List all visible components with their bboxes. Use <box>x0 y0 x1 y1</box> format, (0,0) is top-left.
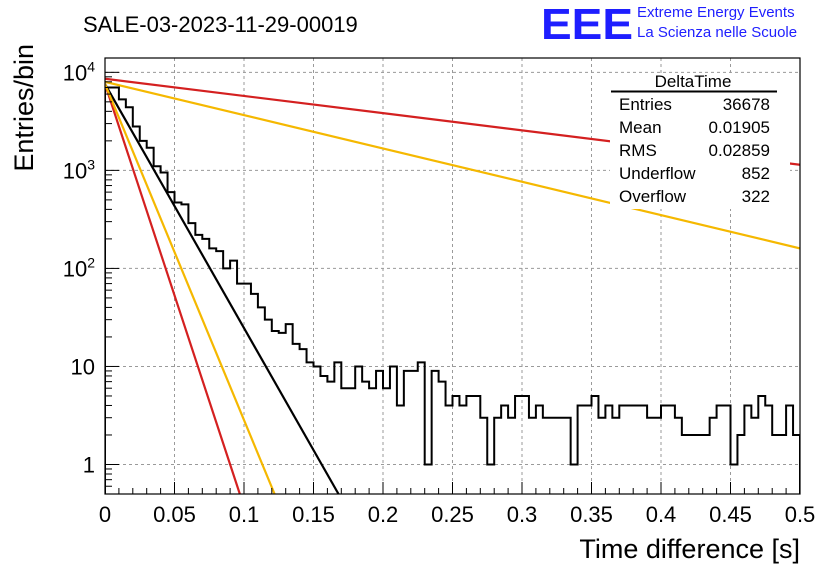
x-tick-label: 0.25 <box>431 502 474 527</box>
x-axis-title: Time difference [s] <box>579 534 800 564</box>
y-tick-label: 1 <box>83 452 95 477</box>
stats-label: Underflow <box>619 164 696 183</box>
x-tick-label: 0.4 <box>646 502 677 527</box>
stats-value: 0.01905 <box>709 118 770 137</box>
fit-line <box>105 83 276 494</box>
stats-box: DeltaTime Entries 36678 Mean 0.01905 RMS 0.02… <box>610 72 790 209</box>
stats-box-background <box>610 73 790 209</box>
x-tick-label: 0.05 <box>153 502 196 527</box>
stats-label: Entries <box>619 95 672 114</box>
x-tick-label: 0.3 <box>507 502 538 527</box>
eee-logo-line1: Extreme Energy Events <box>637 4 795 21</box>
stats-value: 852 <box>742 164 770 183</box>
x-tick-label: 0.35 <box>570 502 613 527</box>
fit-line <box>105 80 800 250</box>
x-tick-label: 0.45 <box>709 502 752 527</box>
y-axis-title: Entries/bin <box>9 44 39 172</box>
histogram <box>105 86 800 494</box>
x-tick-label: 0 <box>99 502 111 527</box>
stats-value: 322 <box>742 187 770 206</box>
x-tick-label: 0.2 <box>368 502 399 527</box>
fit-line <box>105 83 241 494</box>
run-title: SALE-03-2023-11-29-00019 <box>83 12 358 37</box>
eee-logo: EEE Extreme Energy Events La Scienza nel… <box>541 0 797 49</box>
stats-rows: Entries 36678 Mean 0.01905 RMS 0.02859 Underfl… <box>619 95 770 206</box>
stats-label: RMS <box>619 141 657 160</box>
axes: 0 0.05 0.1 0.15 0.2 0.25 0.3 0.35 0.4 0.45 0.5 104 1… <box>63 57 816 527</box>
eee-logo-line2: La Scienza nelle Scuole <box>637 24 797 41</box>
y-tick-label: 102 <box>63 254 95 281</box>
y-tick-label: 103 <box>63 156 95 183</box>
y-tick-label: 10 <box>71 354 95 379</box>
stats-value: 36678 <box>723 95 770 114</box>
x-tick-label: 0.15 <box>292 502 335 527</box>
y-tick-label: 104 <box>63 58 95 85</box>
fit-line <box>105 83 340 494</box>
eee-logo-mark: EEE <box>541 0 633 49</box>
x-tick-label: 0.5 <box>785 502 816 527</box>
x-tick-label: 0.1 <box>229 502 260 527</box>
stats-title: DeltaTime <box>655 72 732 91</box>
stats-label: Mean <box>619 118 662 137</box>
stats-label: Overflow <box>619 187 687 206</box>
stats-value: 0.02859 <box>709 141 770 160</box>
